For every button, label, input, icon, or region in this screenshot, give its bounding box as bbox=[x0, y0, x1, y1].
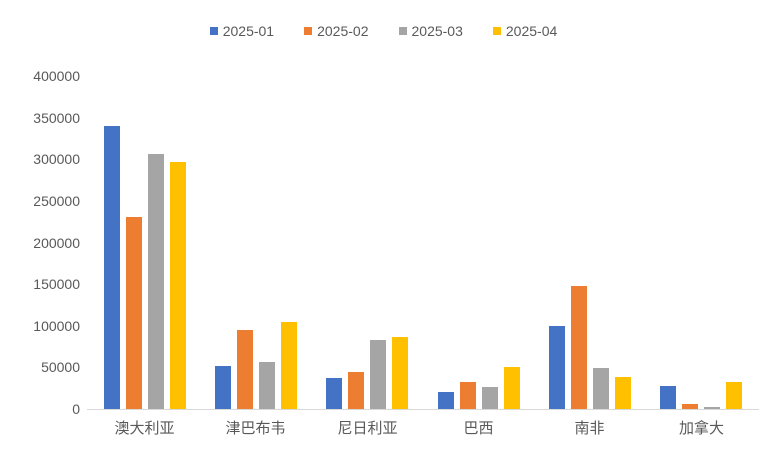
bar bbox=[482, 387, 498, 409]
bar bbox=[704, 407, 720, 409]
y-axis-tick-label: 300000 bbox=[33, 151, 80, 168]
legend-label: 2025-02 bbox=[317, 23, 369, 39]
legend-swatch-icon bbox=[398, 27, 407, 35]
legend-item: 2025-01 bbox=[209, 22, 275, 40]
bar bbox=[438, 392, 454, 409]
x-axis-category-label: 加拿大 bbox=[678, 420, 724, 437]
legend-item: 2025-03 bbox=[398, 22, 463, 40]
y-axis-tick-label: 250000 bbox=[33, 192, 80, 209]
bar bbox=[370, 340, 386, 409]
bar bbox=[126, 217, 142, 409]
bar bbox=[504, 367, 520, 409]
bar bbox=[392, 337, 408, 409]
bar bbox=[148, 154, 164, 409]
x-axis-category-label: 津巴布韦 bbox=[225, 420, 286, 437]
plot-area bbox=[87, 76, 759, 410]
legend-item: 2025-04 bbox=[492, 22, 558, 40]
bar bbox=[259, 362, 275, 409]
legend-item: 2025-02 bbox=[304, 22, 369, 40]
bar bbox=[326, 378, 342, 409]
y-axis-tick-label: 350000 bbox=[33, 109, 80, 126]
y-axis-tick-label: 200000 bbox=[33, 234, 80, 251]
legend-swatch-icon bbox=[492, 27, 501, 35]
legend-label: 2025-04 bbox=[505, 23, 558, 39]
y-axis-tick-label: 100000 bbox=[33, 317, 80, 334]
legend-swatch-icon bbox=[209, 27, 218, 35]
x-axis-category-label: 澳大利亚 bbox=[114, 420, 175, 437]
chart-legend: 2025-01 2025-02 2025-03 2025-04 bbox=[0, 22, 767, 40]
bar bbox=[237, 330, 253, 409]
bar bbox=[549, 326, 565, 409]
bar bbox=[460, 382, 476, 409]
bar bbox=[726, 382, 742, 409]
bar bbox=[593, 368, 609, 409]
bar bbox=[215, 366, 231, 409]
bar bbox=[682, 404, 698, 409]
y-axis-tick-label: 150000 bbox=[33, 276, 80, 293]
x-axis-line bbox=[87, 409, 759, 410]
bar bbox=[348, 372, 364, 409]
x-axis-category-label: 南非 bbox=[574, 420, 605, 437]
bar bbox=[660, 386, 676, 409]
bar bbox=[615, 377, 631, 409]
x-axis-category-label: 巴西 bbox=[463, 420, 494, 437]
bar bbox=[571, 286, 587, 409]
bar bbox=[281, 322, 297, 409]
bar bbox=[104, 126, 120, 409]
x-axis-category-label: 尼日利亚 bbox=[337, 420, 398, 437]
bar bbox=[170, 162, 186, 409]
legend-label: 2025-03 bbox=[411, 23, 463, 39]
y-axis-tick-label: 0 bbox=[72, 401, 80, 417]
legend-swatch-icon bbox=[304, 27, 313, 35]
legend-label: 2025-01 bbox=[222, 23, 275, 39]
y-axis-tick-label: 50000 bbox=[41, 359, 80, 376]
y-axis-tick-label: 400000 bbox=[33, 68, 80, 84]
